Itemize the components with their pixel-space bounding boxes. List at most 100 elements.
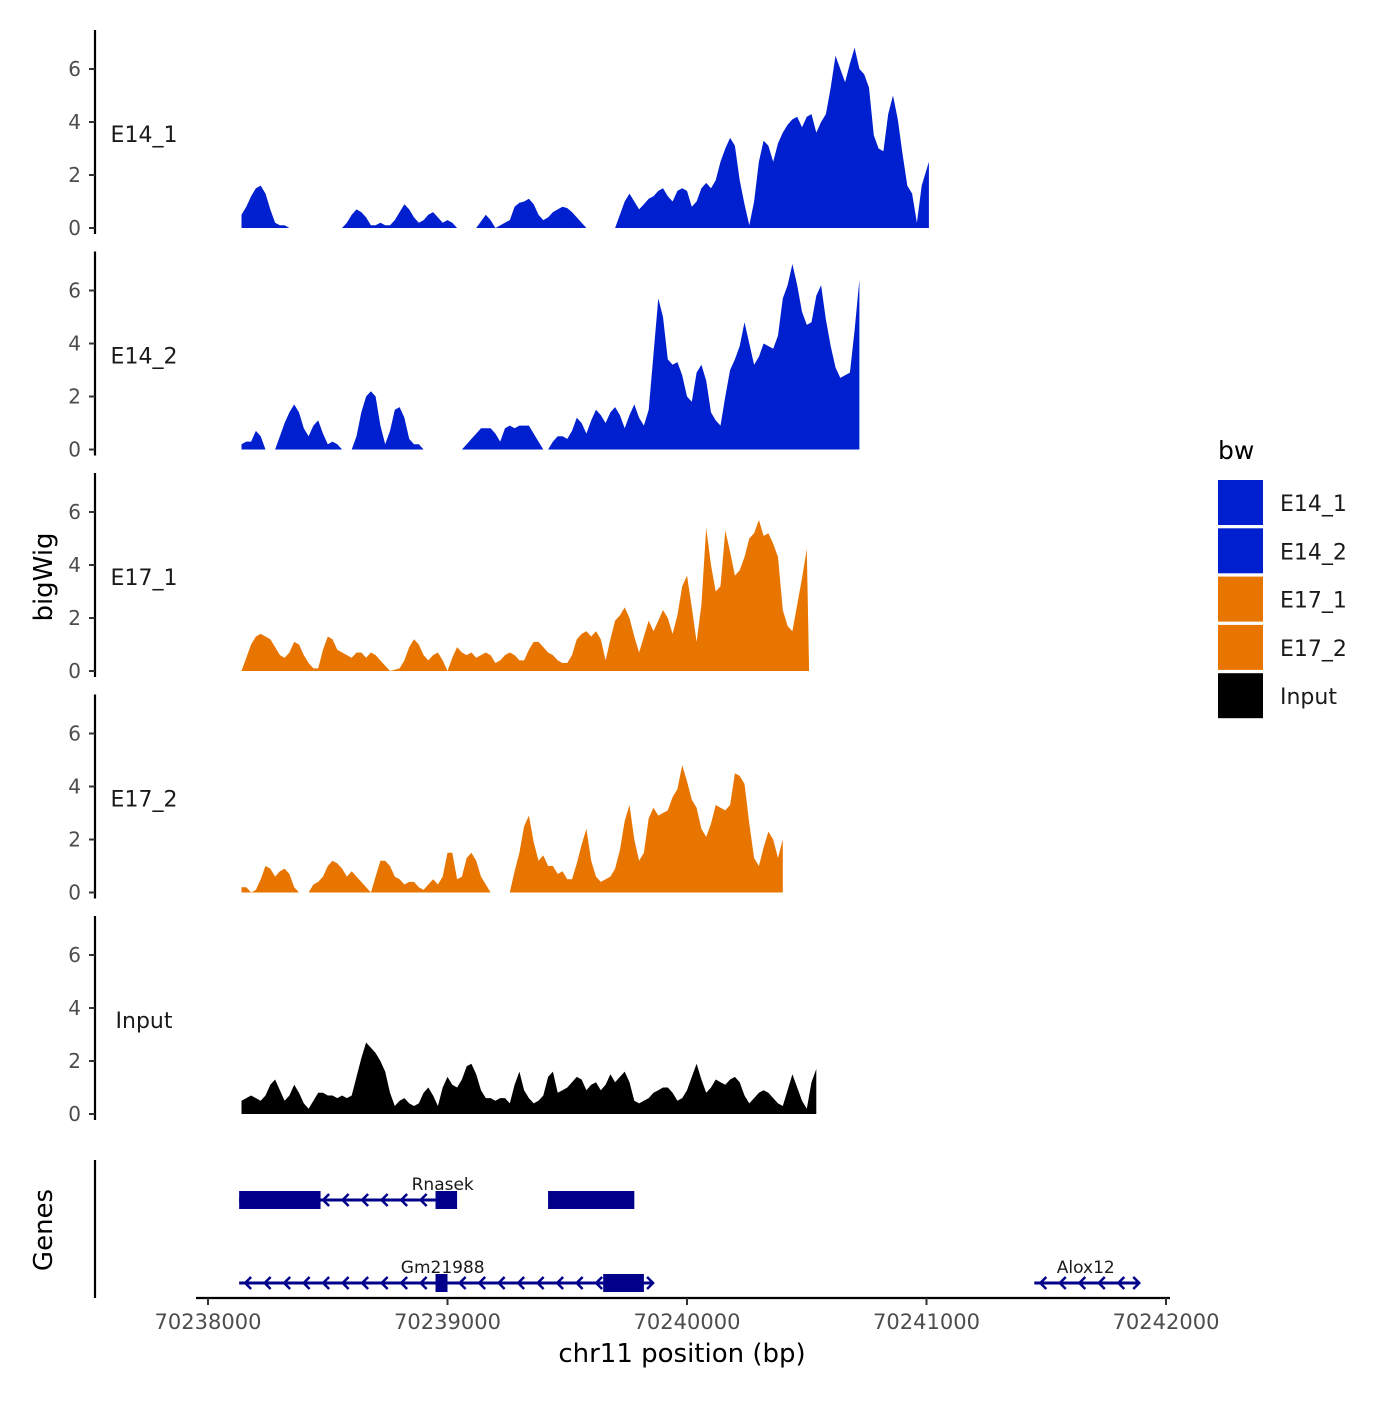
legend-entry: E17_1 xyxy=(1218,576,1347,622)
strand-chevron xyxy=(1038,1276,1048,1290)
track-e17_1: 0 2 4 6 E17_1 xyxy=(68,473,810,683)
strand-chevron xyxy=(646,1276,655,1290)
legend-label: E14_2 xyxy=(1280,540,1347,565)
gene-label: Gm21988 xyxy=(401,1258,485,1278)
y-tick-label: 0 xyxy=(68,659,81,683)
gene-alox12: Alox12 xyxy=(1034,1258,1142,1290)
gene-exon xyxy=(603,1274,644,1292)
strand-chevron xyxy=(262,1276,272,1290)
track-e17_2: 0 2 4 6 E17_2 xyxy=(68,694,783,905)
y-tick-label: 4 xyxy=(68,553,81,577)
strand-chevron xyxy=(418,1193,428,1207)
y-tick-label: 0 xyxy=(68,881,81,905)
strand-chevron xyxy=(555,1276,565,1290)
y-tick-label: 2 xyxy=(68,163,81,187)
strand-chevron xyxy=(340,1276,350,1290)
y-tick-label: 4 xyxy=(68,332,81,356)
gene-rnasek: Rnasek xyxy=(239,1175,635,1209)
y-tick-label: 4 xyxy=(68,775,81,799)
strand-chevron xyxy=(1097,1276,1106,1290)
legend-swatch xyxy=(1218,624,1263,670)
area-e17_2 xyxy=(241,765,783,893)
y-tick-label: 6 xyxy=(68,500,81,524)
strand-chevron xyxy=(340,1193,350,1207)
legend-entry: Input xyxy=(1218,673,1337,719)
gene-label: Alox12 xyxy=(1057,1258,1115,1278)
area-e14_1 xyxy=(241,47,929,228)
strand-chevron xyxy=(321,1276,331,1290)
gene-exon xyxy=(239,1191,321,1209)
strand-chevron xyxy=(379,1193,389,1207)
x-axis-label: chr11 position (bp) xyxy=(558,1339,805,1369)
y-tick-label: 0 xyxy=(68,438,81,462)
y-tick-label: 2 xyxy=(68,606,81,630)
legend-label: E17_2 xyxy=(1280,637,1347,662)
strand-chevron xyxy=(574,1276,584,1290)
legend-entry: E17_2 xyxy=(1218,624,1347,670)
y-tick-label: 2 xyxy=(68,385,81,409)
strand-chevron xyxy=(360,1276,370,1290)
legend-entry: E14_1 xyxy=(1218,480,1347,525)
x-tick-label: 70241000 xyxy=(873,1310,980,1334)
x-tick-label: 70240000 xyxy=(634,1310,741,1334)
track-e14_2: 0 2 4 6 E14_2 xyxy=(68,251,860,462)
strand-chevron xyxy=(282,1276,292,1290)
x-tick-label: 70239000 xyxy=(394,1310,501,1334)
gene-gm21988: Gm21988 xyxy=(239,1258,655,1292)
y-tick-label: 6 xyxy=(68,279,81,303)
y-tick-label: 2 xyxy=(68,828,81,852)
x-tick-label: 70238000 xyxy=(155,1310,262,1334)
strand-chevron xyxy=(594,1276,604,1290)
track-e14_1: 0 2 4 6 E14_1 xyxy=(68,30,929,240)
area-e14_2 xyxy=(241,264,860,450)
y-tick-label: 2 xyxy=(68,1049,81,1073)
track-label: E17_1 xyxy=(111,566,178,591)
x-axis: 70238000 70239000 70240000 70241000 70242000 xyxy=(155,1296,1220,1334)
legend-swatch xyxy=(1218,480,1263,525)
y-axis-label: bigWig xyxy=(29,532,59,621)
gene-track-label: Genes xyxy=(29,1189,59,1271)
y-tick-label: 6 xyxy=(68,943,81,967)
y-tick-label: 4 xyxy=(68,996,81,1020)
legend-swatch xyxy=(1218,528,1263,574)
strand-chevron xyxy=(516,1276,526,1290)
y-tick-label: 6 xyxy=(68,722,81,746)
gene-label: Rnasek xyxy=(412,1175,474,1195)
track-input: 0 2 4 6 Input xyxy=(68,916,817,1126)
gene-track: Rnasek Gm21988 Alox12 xyxy=(93,1160,1142,1298)
y-tick-label: 0 xyxy=(68,1102,81,1126)
legend-entry: E14_2 xyxy=(1218,528,1347,574)
legend-swatch xyxy=(1218,673,1263,719)
strand-chevron xyxy=(243,1276,253,1290)
y-tick-label: 0 xyxy=(68,216,81,240)
legend-label: E14_1 xyxy=(1280,492,1347,517)
strand-chevron xyxy=(477,1276,487,1290)
strand-chevron xyxy=(457,1276,467,1290)
strand-chevron xyxy=(418,1276,428,1290)
strand-chevron xyxy=(301,1276,311,1290)
strand-chevron xyxy=(399,1276,409,1290)
gene-exon xyxy=(435,1191,458,1209)
strand-chevron xyxy=(1058,1276,1067,1290)
strand-chevron xyxy=(1077,1276,1087,1290)
gene-exon xyxy=(548,1191,635,1209)
strand-chevron xyxy=(321,1193,331,1207)
legend: bw E14_1 E14_2 E17_1 E17_2 Input xyxy=(1218,436,1347,719)
x-tick-label: 70242000 xyxy=(1113,1310,1220,1334)
strand-chevron xyxy=(1116,1276,1126,1290)
area-input xyxy=(241,1042,817,1114)
legend-label: Input xyxy=(1280,685,1337,710)
strand-chevron xyxy=(379,1276,389,1290)
gene-exon xyxy=(435,1274,448,1292)
track-label: E17_2 xyxy=(111,788,178,813)
strand-chevron xyxy=(496,1276,506,1290)
track-label: Input xyxy=(116,1009,173,1034)
y-tick-label: 4 xyxy=(68,110,81,134)
track-label: E14_2 xyxy=(111,345,178,370)
strand-chevron xyxy=(535,1276,545,1290)
y-tick-label: 6 xyxy=(68,57,81,81)
strand-chevron xyxy=(360,1193,370,1207)
legend-title: bw xyxy=(1218,436,1254,465)
